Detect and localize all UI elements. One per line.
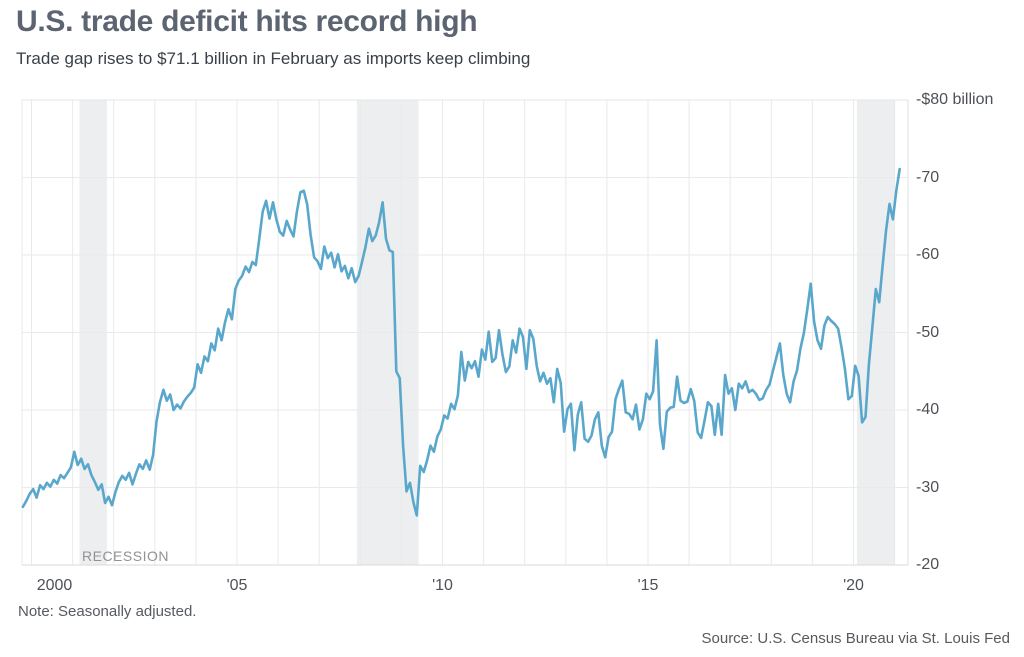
- y-tick-label: -40: [916, 401, 940, 418]
- x-tick-label: '15: [637, 577, 659, 594]
- y-tick-label: -$80 billion: [916, 91, 994, 108]
- chart-source: Source: U.S. Census Bureau via St. Louis…: [701, 630, 1011, 647]
- x-tick-label: '10: [432, 577, 453, 594]
- y-tick-label: -70: [916, 168, 940, 186]
- trade-deficit-line: [21, 167, 902, 517]
- page-subtitle: Trade gap rises to $71.1 billion in Febr…: [16, 49, 531, 68]
- chart-note: Note: Seasonally adjusted.: [18, 603, 197, 620]
- x-tick-label: 2000: [36, 577, 73, 594]
- x-tick-label: '05: [226, 577, 248, 594]
- y-tick-label: -20: [916, 556, 940, 573]
- recession-label: RECESSION: [82, 548, 169, 564]
- page-title: U.S. trade deficit hits record high: [16, 5, 478, 38]
- y-tick-label: -60: [916, 246, 940, 263]
- x-tick-label: '20: [843, 577, 864, 594]
- y-tick-label: -30: [916, 478, 940, 496]
- y-tick-label: -50: [916, 323, 940, 341]
